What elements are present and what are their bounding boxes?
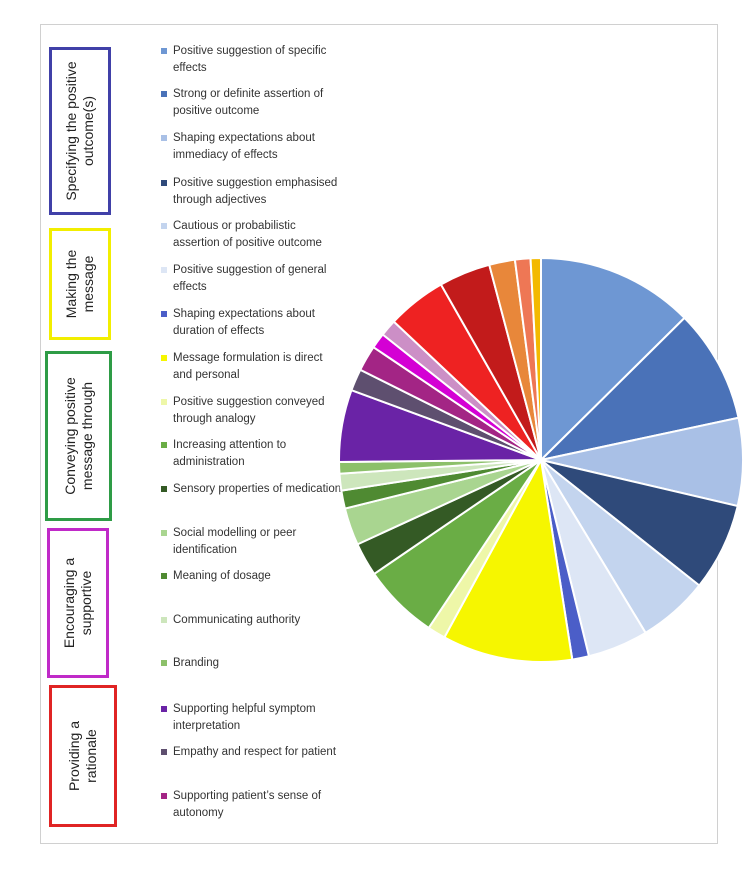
legend-label: Shaping expectations about duration of e…: [173, 308, 315, 337]
legend-swatch: [161, 135, 167, 141]
legend-item: Increasing attention to administration: [161, 437, 343, 471]
legend-swatch: [161, 267, 167, 273]
legend-item: Positive suggestion of specific effects: [161, 43, 343, 77]
legend-item: Social modelling or peer identification: [161, 525, 343, 559]
group-label-making: Making the message: [63, 249, 96, 319]
legend-item: Positive suggestion conveyed through ana…: [161, 394, 343, 428]
legend-item: Branding: [161, 655, 343, 672]
pie-slice: [537, 316, 740, 462]
legend-item: Strong or definite assertion of positive…: [161, 86, 343, 120]
legend-label: Communicating authority: [173, 614, 301, 626]
group-label-specifying: Specifying the positive outcome(s): [63, 61, 96, 201]
group-label-conveying: Conveying positive message through: [61, 377, 95, 495]
pie-slice: [443, 456, 574, 663]
legend-label: Sensory properties of medication: [173, 483, 342, 495]
legend-item: Sensory properties of medication: [161, 481, 343, 498]
legend-swatch: [161, 399, 167, 405]
group-box-encouraging: Encouraging a supportive: [47, 528, 109, 678]
legend-item: Supporting patient’s sense of autonomy: [161, 788, 343, 822]
legend-item: Shaping expectations about immediacy of …: [161, 130, 343, 164]
legend-label: Supporting patient’s sense of autonomy: [173, 790, 322, 819]
legend-swatch: [161, 793, 167, 799]
legend-swatch: [161, 91, 167, 97]
legend-item: Positive suggestion of general effects: [161, 262, 343, 296]
legend-swatch: [161, 486, 167, 492]
legend-label: Message formulation is direct and person…: [173, 352, 323, 381]
legend-swatch: [161, 749, 167, 755]
legend-label: Branding: [173, 657, 220, 669]
group-box-making: Making the message: [49, 228, 111, 340]
legend-swatch: [161, 660, 167, 666]
legend-label: Positive suggestion of general effects: [173, 264, 327, 293]
group-box-providing: Providing a rationale: [49, 685, 117, 827]
group-box-conveying: Conveying positive message through: [45, 351, 112, 521]
legend-label: Positive suggestion emphasised through a…: [173, 177, 338, 206]
legend-swatch: [161, 706, 167, 712]
legend-item: Empathy and respect for patient: [161, 744, 343, 761]
group-label-providing: Providing a rationale: [66, 720, 99, 792]
legend-item: Positive suggestion emphasised through a…: [161, 175, 343, 209]
legend-item: Communicating authority: [161, 612, 343, 629]
pie-slice: [529, 256, 542, 461]
legend-label: Empathy and respect for patient: [173, 746, 337, 758]
legend-label: Cautious or probabilistic assertion of p…: [173, 220, 322, 249]
legend-swatch: [161, 617, 167, 623]
legend-item: Message formulation is direct and person…: [161, 350, 343, 384]
group-box-specifying: Specifying the positive outcome(s): [49, 47, 111, 215]
legend-label: Shaping expectations about immediacy of …: [173, 132, 315, 161]
legend-swatch: [161, 48, 167, 54]
legend-label: Strong or definite assertion of positive…: [173, 88, 324, 117]
legend-swatch: [161, 442, 167, 448]
legend-item: Meaning of dosage: [161, 568, 343, 585]
legend-item: Shaping expectations about duration of e…: [161, 306, 343, 340]
legend-swatch: [161, 355, 167, 361]
legend-item: Cautious or probabilistic assertion of p…: [161, 218, 343, 252]
legend-swatch: [161, 180, 167, 186]
figure-frame: Specifying the positive outcome(s) Makin…: [40, 24, 744, 844]
legend-label: Social modelling or peer identification: [173, 527, 297, 556]
legend-label: Meaning of dosage: [173, 570, 271, 582]
legend-item: Supporting helpful symptom interpretatio…: [161, 701, 343, 735]
legend-swatch: [161, 530, 167, 536]
legend-label: Increasing attention to administration: [173, 439, 287, 468]
legend-swatch: [161, 573, 167, 579]
legend-swatch: [161, 311, 167, 317]
legend-label: Positive suggestion of specific effects: [173, 45, 327, 74]
pie-slice: [540, 256, 686, 463]
group-label-encouraging: Encouraging a supportive: [61, 557, 94, 649]
pie-chart: [337, 256, 744, 663]
legend-swatch: [161, 223, 167, 229]
legend-label: Supporting helpful symptom interpretatio…: [173, 703, 316, 732]
legend-label: Positive suggestion conveyed through ana…: [173, 396, 325, 425]
